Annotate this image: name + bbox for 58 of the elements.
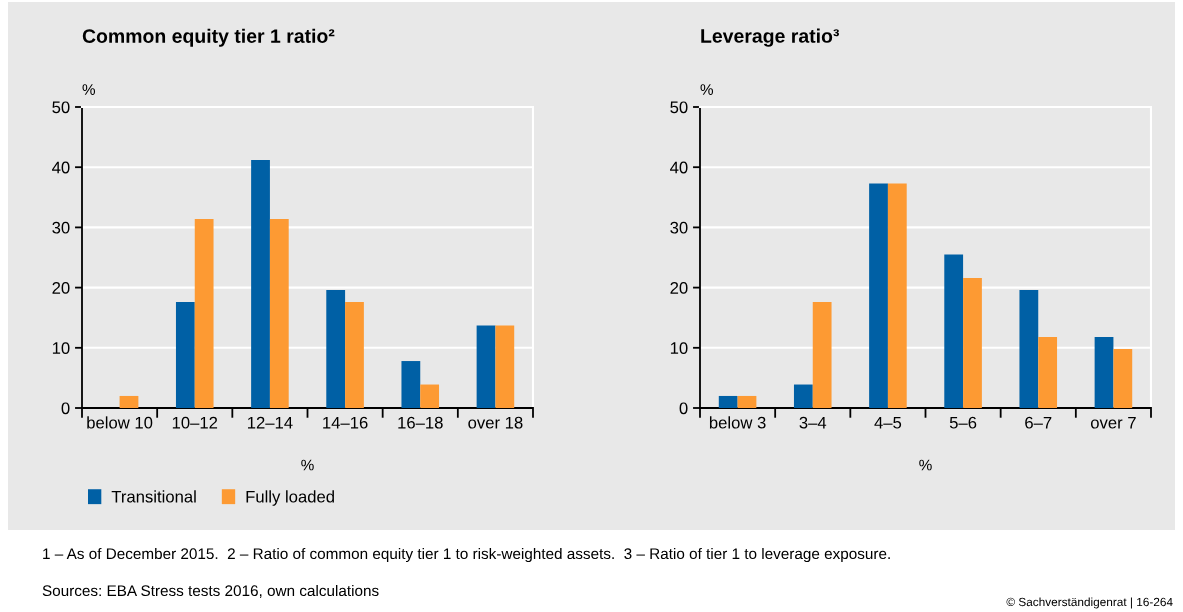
y-axis-title: % [82, 84, 96, 95]
x-tick-label: 6–7 [1025, 416, 1052, 429]
bar [869, 183, 888, 408]
x-tick-label: 16–18 [398, 416, 443, 429]
x-tick-label: over 18 [468, 416, 523, 429]
bar [119, 395, 139, 408]
source-note: Sources: EBA Stress tests 2016, own calculations [42, 584, 379, 598]
y-tick-label: 50 [52, 101, 70, 114]
y-tick-label: 30 [52, 221, 70, 234]
x-axis-title: % [919, 459, 932, 471]
legend-label: Fully loaded [246, 490, 334, 506]
bar [175, 302, 195, 408]
x-tick-label: 5–6 [949, 416, 977, 429]
bar [495, 325, 515, 408]
x-axis-title: % [301, 459, 314, 471]
bar [963, 277, 982, 408]
bar [737, 395, 757, 408]
bar [420, 384, 440, 408]
y-tick-label: 40 [670, 161, 688, 174]
y-tick-label: 50 [670, 101, 688, 114]
bar [1113, 349, 1133, 408]
bar [1019, 290, 1039, 408]
bar [476, 325, 496, 408]
bar [269, 218, 289, 408]
x-tick-label: 12–14 [248, 416, 293, 429]
chart-title: Leverage ratio³ [701, 28, 839, 47]
x-tick-label: 4–5 [874, 416, 902, 429]
chart-title: Common equity tier 1 ratio² [82, 28, 335, 47]
x-tick-label: below 10 [87, 416, 153, 429]
x-tick-label: 3–4 [799, 416, 827, 429]
legend-label: Transitional [111, 490, 196, 503]
bar [251, 159, 270, 408]
bar [1094, 336, 1114, 408]
y-tick-label: 40 [52, 161, 70, 174]
bar [194, 218, 214, 408]
y-tick-label: 0 [679, 402, 688, 415]
bar [887, 183, 907, 408]
bar [812, 302, 832, 408]
y-axis-title: % [700, 84, 714, 95]
bar [345, 302, 364, 408]
y-tick-label: 30 [670, 221, 688, 234]
x-tick-label: 10–12 [172, 416, 218, 429]
bar [326, 290, 346, 408]
y-tick-label: 10 [670, 342, 688, 354]
y-tick-label: 0 [61, 402, 70, 415]
y-tick-label: 20 [670, 282, 688, 294]
text: © Sachverständigenrat | 16-264 [1006, 597, 1173, 609]
y-tick-label: 20 [52, 282, 70, 294]
bar [1038, 336, 1058, 408]
x-tick-label: over 7 [1090, 416, 1136, 429]
x-tick-label: below 3 [709, 416, 766, 429]
bar [718, 395, 738, 408]
text: 1 – As of December 2015. 2 – Ratio of common equity tier 1 to risk-weighted assets. 3 – Ratio of tier 1 to leverage exposure. [43, 547, 890, 563]
y-tick-label: 10 [52, 342, 70, 354]
bar [401, 361, 421, 408]
x-tick-label: 14–16 [323, 416, 368, 429]
bar [944, 254, 964, 408]
bar [793, 384, 813, 408]
